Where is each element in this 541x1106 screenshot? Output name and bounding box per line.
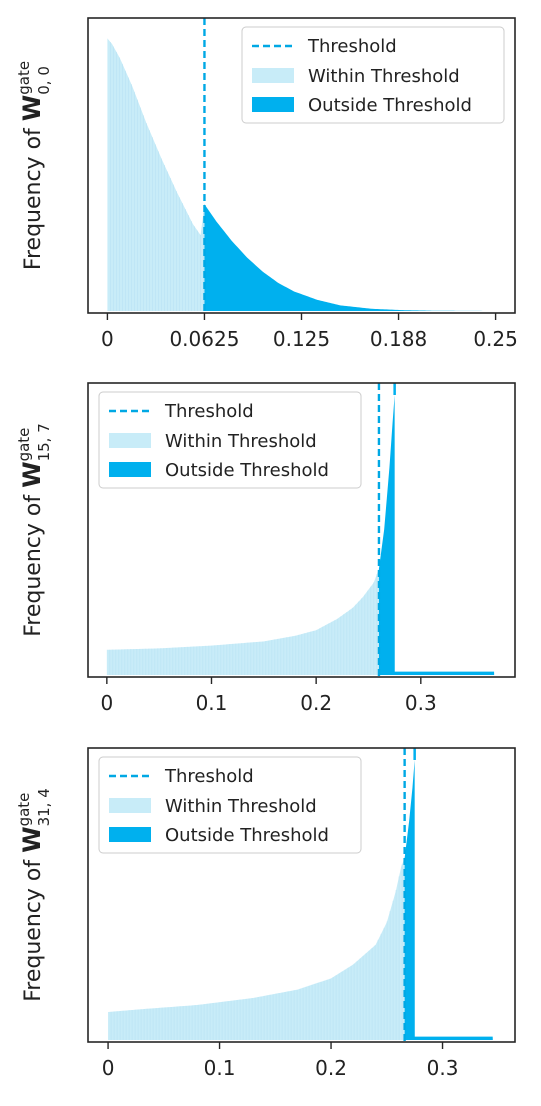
ylabel-symbol: W: [18, 95, 46, 121]
legend-outside-swatch: [109, 462, 151, 477]
x-tick-label: 0.1: [196, 691, 228, 715]
ylabel-superscript: gate: [15, 428, 33, 462]
ylabel-prefix: Frequency of: [21, 121, 46, 270]
legend-box: [98, 756, 362, 854]
legend: Threshold Within Threshold Outside Thresho…: [98, 756, 362, 854]
plot-frame: [87, 747, 516, 1043]
histogram-bin-edges: [110, 42, 204, 311]
legend-entry-label: Within Threshold: [308, 66, 460, 87]
x-tick-label: 0.3: [405, 691, 437, 715]
legend-box: [241, 26, 505, 124]
ylabel-subscript: 31, 4: [35, 788, 53, 826]
legend-entry-label: Outside Threshold: [308, 95, 472, 116]
x-tick-label: 0: [102, 1056, 115, 1080]
ylabel-superscript: gate: [15, 61, 33, 95]
outside-threshold-area: [404, 760, 493, 1040]
legend: Threshold Within Threshold Outside Thresho…: [98, 391, 362, 489]
x-tick-label: 0: [101, 327, 114, 351]
legend-entry-label: Within Threshold: [165, 431, 317, 452]
y-axis-label: Frequency of Wgate 0, 0: [15, 61, 53, 270]
outside-threshold-area: [204, 204, 496, 311]
legend-box: [98, 391, 362, 489]
plot-frame: [87, 382, 516, 678]
legend-within-swatch: [252, 68, 294, 83]
ylabel-symbol: W: [18, 461, 46, 487]
ylabel-superscript: gate: [15, 793, 33, 827]
chart-panel-2: 0 0.1 0.2 0.3 Frequency of Wgate 15, 7 Thresho…: [15, 382, 516, 715]
y-axis-label: Frequency of Wgate 31, 4: [15, 788, 53, 1002]
x-tick-label: 0.188: [370, 327, 427, 351]
histogram-bin-edges: [109, 574, 378, 675]
ylabel-symbol: W: [18, 826, 46, 852]
legend-entry-label: Outside Threshold: [165, 825, 329, 846]
ylabel-subscript: 15, 7: [35, 423, 53, 461]
legend-within-swatch: [109, 798, 151, 813]
ylabel-subscript: 0, 0: [35, 66, 53, 95]
legend-entry-label: Threshold: [307, 36, 397, 57]
legend-outside-swatch: [252, 97, 294, 112]
legend-entry-label: Outside Threshold: [165, 460, 329, 481]
x-tick-label: 0.125: [273, 327, 330, 351]
histogram-bin-edges: [110, 864, 403, 1040]
legend-entry-label: Threshold: [164, 766, 254, 787]
ylabel-prefix: Frequency of: [21, 853, 46, 1002]
chart-panel-3: 0 0.1 0.2 0.3 Frequency of Wgate 31, 4 Thresho…: [15, 747, 516, 1080]
legend-outside-swatch: [109, 827, 151, 842]
legend-within-swatch: [109, 433, 151, 448]
outside-threshold-area: [378, 395, 495, 675]
within-threshold-area: [107, 38, 205, 312]
legend-entry-label: Within Threshold: [165, 796, 317, 817]
x-tick-label: 0.0625: [169, 327, 239, 351]
x-tick-label: 0: [100, 691, 113, 715]
chart-panel-1: 0 0.0625 0.125 0.188 0.25 Frequency of Wgate 0…: [15, 17, 518, 351]
x-tick-label: 0.1: [204, 1056, 236, 1080]
legend-entry-label: Threshold: [164, 401, 254, 422]
x-tick-label: 0.2: [300, 691, 332, 715]
ylabel-prefix: Frequency of: [21, 488, 46, 637]
within-threshold-area: [108, 858, 405, 1040]
x-tick-label: 0.25: [473, 327, 518, 351]
y-axis-label: Frequency of Wgate 15, 7: [15, 423, 53, 637]
x-tick-label: 0.2: [315, 1056, 347, 1080]
legend: Threshold Within Threshold Outside Thresho…: [241, 26, 505, 124]
x-tick-label: 0.3: [427, 1056, 459, 1080]
